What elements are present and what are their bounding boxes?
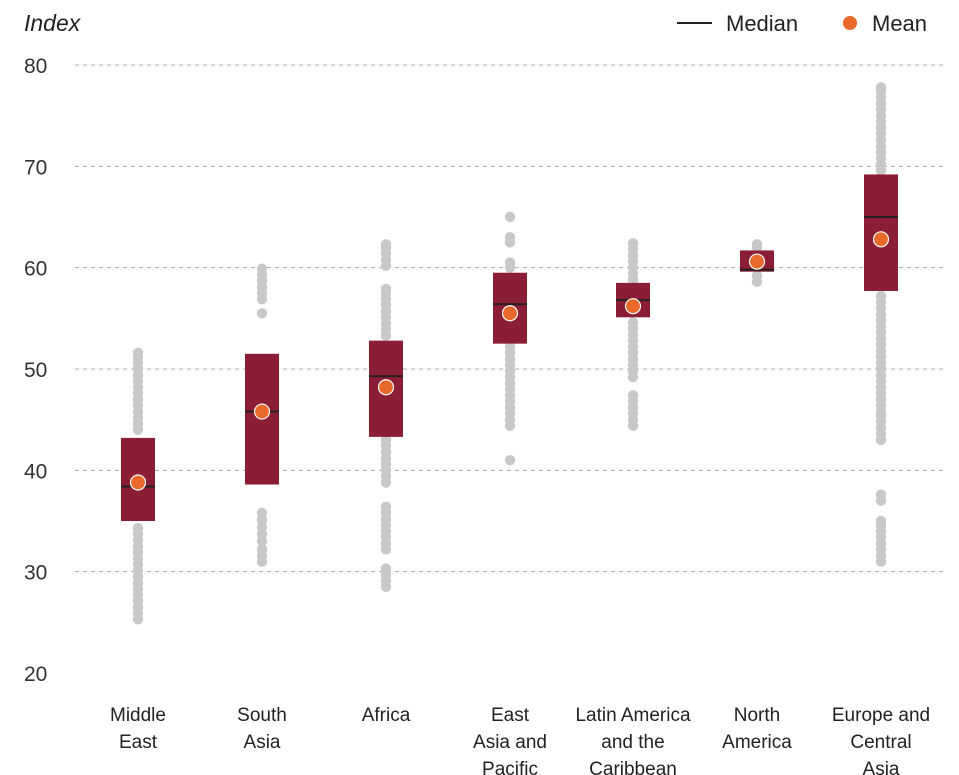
x-category-label-line: Asia and bbox=[473, 732, 547, 753]
data-point bbox=[256, 263, 268, 274]
data-point bbox=[256, 308, 268, 319]
data-point bbox=[875, 515, 887, 527]
data-point bbox=[504, 211, 516, 223]
mean-dot bbox=[501, 305, 519, 322]
data-point bbox=[504, 232, 516, 243]
y-tick-label: 80 bbox=[24, 55, 47, 78]
x-category-label-line: Asia bbox=[863, 759, 900, 775]
data-point bbox=[380, 239, 392, 250]
legend-mean-swatch bbox=[843, 16, 857, 30]
legend-median-label: Median bbox=[726, 11, 798, 36]
box-series bbox=[121, 82, 898, 625]
data-point bbox=[504, 455, 516, 466]
category-group bbox=[121, 347, 155, 625]
x-category-label: Latin America and the Caribbean bbox=[575, 705, 691, 775]
legend: Median Mean bbox=[677, 11, 927, 36]
x-category-label-line: Caribbean bbox=[589, 759, 677, 775]
data-point bbox=[751, 239, 763, 250]
data-point bbox=[627, 317, 639, 328]
y-axis-label: Index bbox=[24, 10, 82, 36]
x-category-label-line: Middle bbox=[110, 705, 166, 726]
data-point bbox=[380, 283, 392, 295]
x-axis-labels: Middle East South Asia Africa East Asia and Pac… bbox=[110, 705, 930, 775]
data-point bbox=[875, 290, 887, 302]
x-category-label: South Asia bbox=[237, 705, 287, 753]
x-category-label-line: Latin America bbox=[575, 705, 691, 726]
data-point bbox=[380, 563, 392, 574]
mean-dot bbox=[377, 379, 395, 396]
y-tick-label: 30 bbox=[24, 562, 47, 585]
x-category-label-line: America bbox=[722, 732, 792, 753]
x-category-label: Africa bbox=[362, 705, 411, 726]
mean-dot bbox=[748, 253, 766, 270]
y-tick-label: 20 bbox=[24, 663, 47, 686]
category-group bbox=[493, 211, 527, 466]
x-category-label-line: and the bbox=[601, 732, 664, 753]
data-point bbox=[504, 341, 516, 352]
data-point bbox=[256, 544, 268, 555]
x-category-label-line: Europe and bbox=[832, 705, 930, 726]
mean-dot bbox=[129, 474, 147, 491]
data-point bbox=[627, 238, 639, 249]
x-category-label: Middle East bbox=[110, 705, 166, 753]
x-category-label-line: Africa bbox=[362, 705, 411, 726]
y-tick-label: 70 bbox=[24, 156, 47, 179]
category-group bbox=[369, 239, 403, 593]
x-category-label-line: East bbox=[491, 705, 530, 726]
data-point bbox=[504, 257, 516, 268]
category-group bbox=[616, 238, 650, 431]
y-tick-label: 60 bbox=[24, 258, 47, 281]
mean-dot bbox=[872, 231, 890, 248]
category-group bbox=[245, 263, 279, 567]
data-point bbox=[751, 270, 763, 281]
data-point bbox=[380, 434, 392, 446]
category-group bbox=[864, 82, 898, 567]
y-tick-label: 50 bbox=[24, 359, 47, 382]
x-category-label-line: South bbox=[237, 705, 287, 726]
data-point bbox=[380, 501, 392, 513]
mean-dot bbox=[253, 403, 271, 420]
data-point bbox=[875, 489, 887, 500]
data-point bbox=[875, 82, 887, 93]
x-category-label-line: East bbox=[119, 732, 158, 753]
legend-mean-label: Mean bbox=[872, 11, 927, 36]
data-point bbox=[132, 347, 144, 358]
x-category-label-line: Pacific bbox=[482, 759, 538, 775]
x-category-label-line: Asia bbox=[244, 732, 281, 753]
y-tick-label: 40 bbox=[24, 460, 47, 483]
x-category-label-line: Central bbox=[850, 732, 911, 753]
data-point bbox=[627, 390, 639, 401]
x-category-label-line: North bbox=[734, 705, 780, 726]
y-axis-ticks: 20 30 40 50 60 70 80 bbox=[24, 55, 47, 686]
x-category-label: East Asia and Pacific bbox=[473, 705, 547, 775]
data-point bbox=[132, 522, 144, 534]
x-category-label: North America bbox=[722, 705, 792, 753]
category-group bbox=[740, 239, 774, 288]
x-category-label: Europe and Central Asia bbox=[832, 705, 930, 775]
mean-dot bbox=[624, 298, 642, 315]
data-point bbox=[256, 507, 268, 519]
